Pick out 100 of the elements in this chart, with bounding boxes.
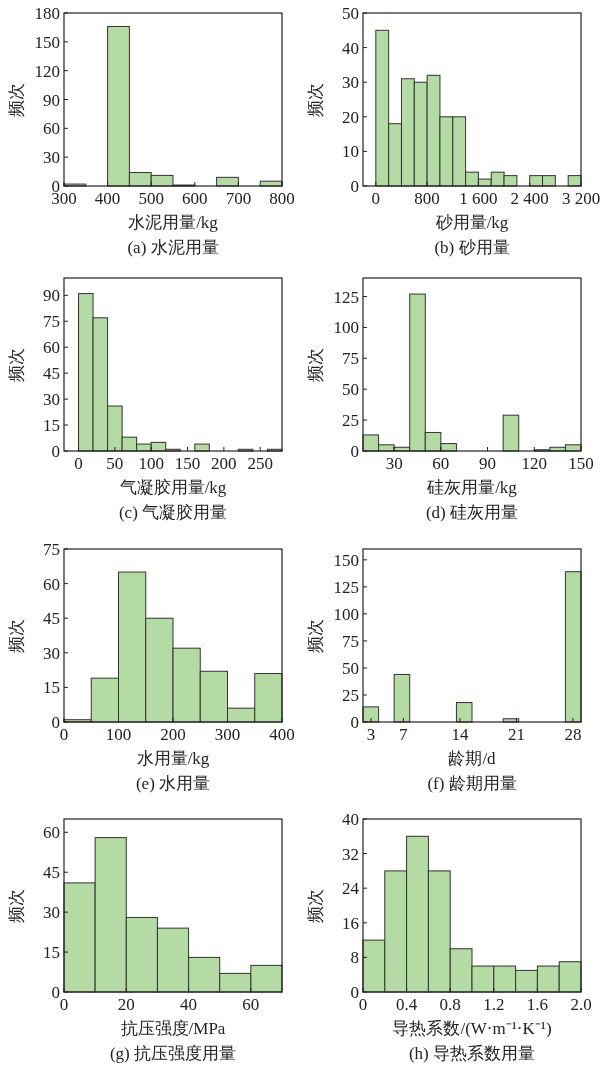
y-tick-label: 150	[333, 550, 359, 570]
y-tick-label: 75	[43, 540, 60, 559]
x-tick-label: 600	[182, 189, 208, 208]
y-axis-title: 频次	[7, 618, 26, 653]
y-tick-label: 0	[350, 177, 359, 196]
y-tick-label: 15	[43, 943, 60, 963]
text: (c) 气凝胶用量	[118, 503, 228, 522]
x-tick-label: 400	[269, 725, 295, 744]
y-tick-label: 125	[333, 287, 359, 307]
y-axis-title: 频次	[7, 888, 26, 923]
y-tick-label: 90	[43, 286, 60, 306]
y-tick-label: 0	[51, 442, 60, 461]
x-axis-title: 气凝胶用量/kg	[119, 478, 227, 497]
x-axis-title: 水用量/kg	[136, 749, 210, 768]
y-tick-label: 0	[51, 983, 60, 1002]
x-axis-title: 抗压强度/MPa	[120, 1019, 226, 1038]
text: (e) 水用量	[135, 774, 211, 793]
y-tick-label: 10	[342, 142, 359, 162]
y-tick-label: 0	[51, 713, 60, 732]
text: (d) 硅灰用量	[425, 503, 519, 522]
y-tick-label: 75	[342, 349, 359, 369]
y-tick-label: 45	[43, 609, 60, 629]
x-axis-title: 砂用量/kg	[434, 213, 509, 232]
x-tick-label: 0	[74, 454, 83, 473]
y-tick-label: 16	[342, 913, 359, 933]
y-tick-label: 30	[342, 73, 359, 93]
x-tick-label: 50	[106, 454, 124, 473]
x-tick-label: 1 600	[459, 189, 498, 208]
x-tick-label: 150	[568, 454, 594, 473]
y-tick-label: 30	[43, 390, 60, 410]
y-tick-label: 45	[43, 863, 60, 883]
x-tick-label: 250	[247, 454, 273, 473]
text: (a) 水泥用量	[127, 238, 219, 257]
y-tick-label: 25	[342, 411, 359, 431]
y-axis-title: 频次	[306, 82, 325, 117]
x-tick-label: 150	[174, 454, 201, 473]
y-tick-label: 0	[350, 442, 359, 461]
x-tick-label: 1.6	[526, 995, 549, 1014]
y-tick-label: 60	[43, 338, 60, 358]
y-tick-label: 120	[34, 61, 60, 81]
y-tick-label: 25	[342, 685, 359, 705]
y-tick-label: 50	[342, 380, 359, 400]
x-tick-label: 200	[160, 725, 186, 744]
text: (g) 抗压强度用量	[109, 1044, 237, 1063]
y-tick-label: 32	[342, 844, 359, 864]
x-axis-title: 龄期/d	[448, 749, 497, 768]
y-tick-label: 100	[333, 318, 359, 338]
y-tick-label: 60	[43, 119, 60, 139]
x-tick-label: 60	[432, 454, 450, 473]
y-tick-label: 60	[43, 574, 60, 594]
y-tick-label: 24	[342, 879, 360, 899]
y-tick-label: 45	[43, 364, 60, 384]
x-tick-label: 3	[366, 725, 376, 744]
x-tick-label: 200	[211, 454, 237, 473]
y-tick-label: 100	[333, 604, 359, 624]
y-tick-label: 90	[43, 90, 60, 110]
y-tick-label: 180	[34, 4, 60, 23]
y-axis-title: 频次	[7, 347, 26, 382]
x-tick-label: 21	[507, 725, 525, 744]
y-tick-label: 15	[43, 416, 60, 436]
x-tick-label: 28	[564, 725, 582, 744]
y-tick-label: 75	[342, 631, 359, 651]
x-tick-label: 1.2	[483, 995, 505, 1014]
x-tick-label: 0	[371, 189, 381, 208]
x-tick-label: 3 200	[561, 189, 601, 208]
x-tick-label: 7	[399, 725, 409, 744]
y-tick-label: 75	[43, 312, 60, 332]
x-tick-label: 800	[269, 189, 295, 208]
text: (b) 砂用量	[434, 238, 510, 257]
x-tick-label: 100	[105, 725, 132, 744]
y-axis-title: 频次	[306, 618, 325, 653]
y-tick-label: 40	[342, 810, 359, 829]
y-tick-label: 8	[350, 948, 359, 968]
x-tick-label: 60	[242, 995, 260, 1014]
x-tick-label: 2 400	[510, 189, 549, 208]
x-tick-label: 0.4	[395, 995, 418, 1014]
x-tick-label: 800	[414, 189, 440, 208]
x-tick-label: 400	[94, 189, 121, 208]
x-tick-label: 2.0	[570, 995, 592, 1014]
x-tick-label: 700	[225, 189, 252, 208]
x-axis-title: 硅灰用量/kg	[426, 478, 518, 497]
x-tick-label: 14	[451, 725, 469, 744]
y-tick-label: 20	[342, 107, 359, 127]
y-tick-label: 0	[350, 713, 359, 732]
x-tick-label: 20	[117, 995, 135, 1014]
y-tick-label: 60	[43, 823, 60, 843]
x-tick-label: 100	[138, 454, 164, 473]
y-axis-title: 频次	[306, 888, 325, 923]
x-tick-label: 40	[180, 995, 198, 1014]
x-axis-title: 水泥用量/kg	[128, 213, 219, 232]
y-tick-label: 30	[43, 148, 60, 168]
y-tick-label: 40	[342, 38, 359, 58]
y-tick-label: 125	[333, 577, 359, 597]
y-tick-label: 30	[43, 903, 60, 923]
x-tick-label: 300	[214, 725, 241, 744]
x-tick-label: 120	[521, 454, 548, 473]
x-tick-label: 90	[479, 454, 497, 473]
y-axis-title: 频次	[306, 347, 325, 382]
y-axis-title: 频次	[7, 82, 26, 117]
text: (f) 龄期用量	[427, 774, 517, 793]
